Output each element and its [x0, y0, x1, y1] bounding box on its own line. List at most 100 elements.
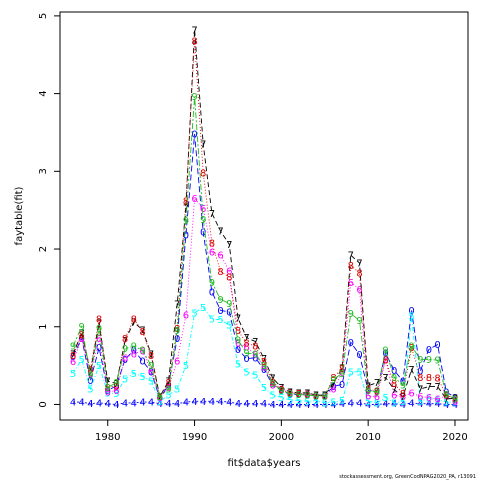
series-4-point: 4: [426, 399, 432, 410]
series-5-point: 5: [330, 398, 336, 409]
series-6-point: 6: [452, 397, 458, 408]
series-7-point: 7: [270, 374, 276, 385]
series-4-point: 4: [322, 400, 328, 411]
series-4-point: 4: [304, 400, 310, 411]
x-tick-label: 2000: [269, 432, 294, 443]
series-5-point: 5: [226, 321, 232, 332]
series-5-point: 5: [313, 396, 319, 407]
series-5-point: 5: [261, 383, 267, 394]
series-0-point: 0: [278, 386, 284, 397]
series-0-point: 0: [226, 308, 232, 319]
series-9-point: 9: [122, 344, 128, 355]
series-8-point: 8: [148, 351, 154, 362]
series-0-point: 0: [139, 356, 145, 367]
series-7-point: 7: [330, 379, 336, 390]
series-8-point: 8: [87, 365, 93, 376]
series-9-point: 9: [330, 375, 336, 386]
series-4-point: 4: [70, 398, 76, 409]
series-0-point: 0: [400, 377, 406, 388]
series-4-point: 4: [365, 400, 371, 411]
series-7-point: 7: [296, 388, 302, 399]
series-8-point: 8: [243, 339, 249, 350]
series-9-point: 9: [243, 349, 249, 360]
series-0-point: 0: [96, 343, 102, 354]
series-4-point: 4: [200, 397, 206, 408]
series-8-point: 8: [70, 351, 76, 362]
series-0-point: 0: [348, 338, 354, 349]
series-5-point: 5: [252, 370, 258, 381]
series-4-point: 4: [243, 399, 249, 410]
series-6-point: 6: [408, 388, 414, 399]
series-6-point: 6: [322, 391, 328, 402]
series-8-point: 8: [270, 377, 276, 388]
series-7-point: 7: [417, 384, 423, 395]
series-7-point: 7: [304, 388, 310, 399]
series-0-point: 0: [122, 355, 128, 366]
series-0-point: 0: [296, 390, 302, 401]
series-0-point: 0: [391, 366, 397, 377]
series-4-point: 4: [252, 399, 258, 410]
series-8-point: 8: [339, 364, 345, 375]
series-0-point: 0: [131, 346, 137, 357]
series-9-point: 9: [270, 379, 276, 390]
y-tick-label: 2: [38, 246, 49, 252]
series-4-point: 4: [139, 398, 145, 409]
series-0-point: 0: [157, 394, 163, 405]
series-9-point: 9: [287, 389, 293, 400]
series-7-point: 7: [122, 336, 128, 347]
series-0-point: 0: [209, 287, 215, 298]
series-9-point: 9: [200, 215, 206, 226]
series-5-point: 5: [339, 396, 345, 407]
series-5-point: 5: [174, 384, 180, 395]
x-tick-label: 1980: [95, 432, 120, 443]
series-9-point: 9: [70, 342, 76, 353]
series-6-point: 6: [174, 356, 180, 367]
series-4-point: 4: [356, 398, 362, 409]
series-0-point: 0: [434, 340, 440, 351]
series-0-point: 0: [261, 365, 267, 376]
series-8-point: 8: [235, 326, 241, 337]
series-6-point: 6: [226, 266, 232, 277]
series-4-point: 4: [348, 398, 354, 409]
series-5-point: 5: [400, 397, 406, 408]
series-7-line: [72, 29, 456, 400]
series-9-point: 9: [148, 361, 154, 372]
x-tick-label: 2020: [442, 432, 467, 443]
series-7-point: 7: [374, 378, 380, 389]
series-9-point: 9: [408, 342, 414, 353]
series-8-point: 8: [105, 383, 111, 394]
series-6-point: 6: [287, 388, 293, 399]
series-5-line: [72, 306, 455, 404]
series-5-point: 5: [139, 372, 145, 383]
series-8-point: 8: [261, 357, 267, 368]
series-4-point: 4: [261, 399, 267, 410]
series-5-point: 5: [105, 388, 111, 399]
series-5-point: 5: [165, 391, 171, 402]
series-6-point: 6: [356, 285, 362, 296]
series-6-point: 6: [191, 194, 197, 205]
series-0-point: 0: [313, 391, 319, 402]
series-5-point: 5: [87, 384, 93, 395]
series-6-point: 6: [105, 388, 111, 399]
series-6-point: 6: [235, 339, 241, 350]
series-5-point: 5: [426, 394, 432, 405]
series-4-point: 4: [382, 399, 388, 410]
series-9-point: 9: [113, 378, 119, 389]
series-4-point: 4: [313, 400, 319, 411]
series-5-point: 5: [322, 398, 328, 409]
series-9-point: 9: [105, 383, 111, 394]
series-9-point: 9: [226, 299, 232, 310]
series-8-point: 8: [209, 238, 215, 249]
plot-frame: [59, 11, 469, 421]
series-6-point: 6: [217, 251, 223, 262]
series-8-point: 8: [113, 381, 119, 392]
series-6-point: 6: [330, 384, 336, 395]
series-9-point: 9: [426, 355, 432, 366]
series-6-point: 6: [157, 393, 163, 404]
series-6-point: 6: [131, 349, 137, 360]
series-8-point: 8: [200, 168, 206, 179]
series-5-point: 5: [122, 374, 128, 385]
series-6-point: 6: [434, 395, 440, 406]
